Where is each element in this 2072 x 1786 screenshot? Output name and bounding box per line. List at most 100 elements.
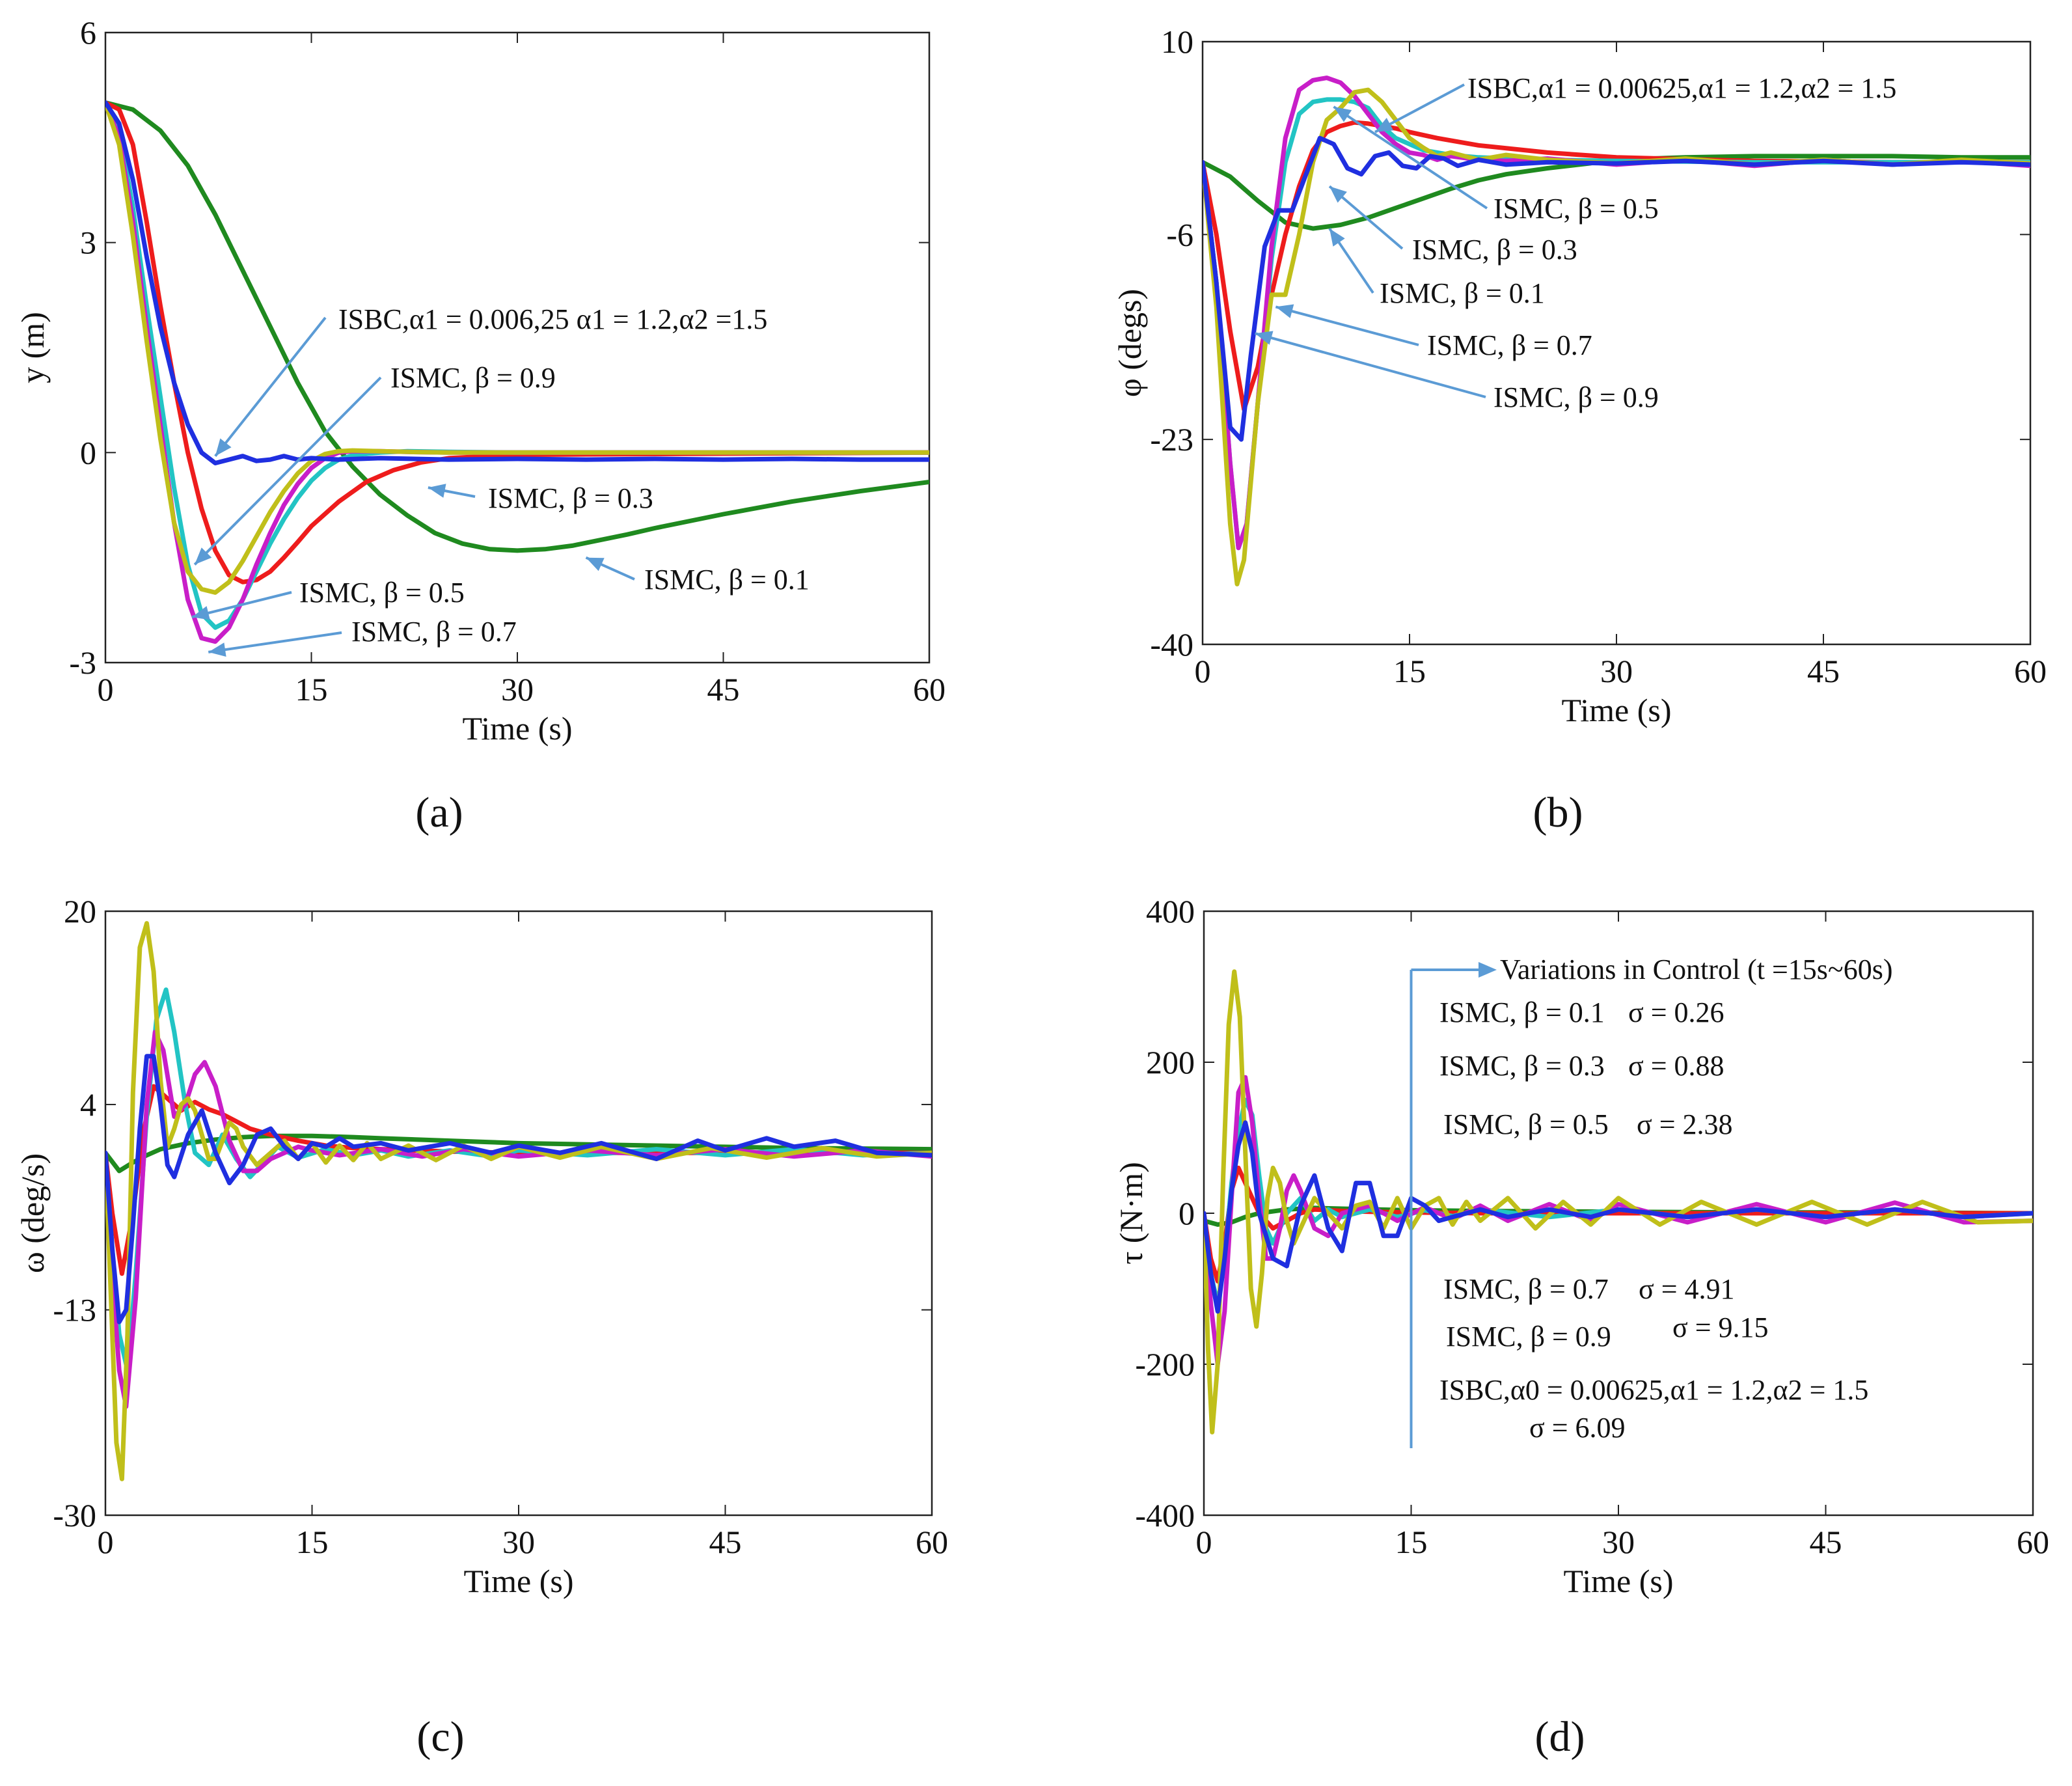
x-tick-label: 0 xyxy=(1196,1524,1212,1560)
series-group xyxy=(1204,969,2033,1435)
y-tick-label: -3 xyxy=(69,644,96,681)
annotation-arrowhead xyxy=(195,547,212,565)
y-tick-label: -400 xyxy=(1135,1497,1195,1533)
series-line-ismc-0-9 xyxy=(105,100,929,595)
series-line-ismc-0-1 xyxy=(105,100,929,553)
series-line-ismc-0-9 xyxy=(1204,969,2033,1435)
annotation-label: ISBC,α1 = 0.006,25 α1 = 1.2,α2 =1.5 xyxy=(338,303,767,335)
annotation-label: ISMC, β = 0.7 xyxy=(1427,329,1592,361)
x-tick-label: 0 xyxy=(1195,653,1211,689)
x-tick-label: 45 xyxy=(707,671,740,708)
annotation-arrowhead xyxy=(191,606,210,620)
annotation-row-label: ISMC, β = 0.9 xyxy=(1446,1321,1611,1353)
annotation-arrow xyxy=(208,631,342,653)
annotation-row-label: ISMC, β = 0.7 xyxy=(1443,1273,1609,1305)
y-tick-label: 3 xyxy=(80,225,96,261)
plot-frame xyxy=(104,910,933,1517)
annotation-arrowhead xyxy=(1375,118,1394,132)
y-axis-label: τ (N·m) xyxy=(1113,1162,1149,1265)
panel-c: 0 15 30 45 60 -30 -13 4 20 Time (s) ω (deg/s) (c) xyxy=(14,893,948,1761)
annotation-arrowhead xyxy=(215,438,232,456)
series-line-isbc xyxy=(105,1054,932,1325)
annotation-label: ISMC, β = 0.5 xyxy=(299,577,465,609)
series-group xyxy=(105,100,929,644)
annotation-arrowhead xyxy=(1329,228,1345,247)
x-tick-label: 15 xyxy=(295,671,328,708)
panel-d: 0 15 30 45 60 -400 -200 0 200 400 Time (s) τ (N·m) (… xyxy=(1113,893,2049,1761)
annotation-row-sigma: σ = 6.09 xyxy=(1529,1412,1626,1444)
x-tick-label: 45 xyxy=(1807,653,1840,689)
annotation-arrow xyxy=(193,376,382,566)
annotation-arrowhead xyxy=(428,484,446,498)
annotation-arrowhead xyxy=(208,642,226,657)
y-tick-label: -6 xyxy=(1166,216,1193,253)
annotation-row-sigma: σ = 4.91 xyxy=(1639,1273,1735,1305)
x-tick-label: 45 xyxy=(709,1524,742,1560)
x-axis-label: Time (s) xyxy=(1563,1563,1673,1599)
panel-label: (d) xyxy=(1535,1713,1585,1761)
annotation-arrow xyxy=(1275,305,1419,346)
annotation-label: ISMC, β = 0.1 xyxy=(644,564,810,596)
y-tick-label: 0 xyxy=(80,434,96,471)
panel-b: 0 15 30 45 60 -40 -23 -6 10 Time (s) φ (degs) (b) IS… xyxy=(1111,23,2047,836)
series-line-isbc xyxy=(105,100,929,465)
annotation-arrow xyxy=(214,316,327,457)
y-axis-label: y (m) xyxy=(14,312,51,383)
annotation-arrowhead xyxy=(586,557,605,571)
annotation-arrowhead xyxy=(1333,107,1352,122)
annotation-arrowhead xyxy=(1275,304,1294,318)
y-tick-label: -200 xyxy=(1135,1346,1195,1382)
annotation-row-label: ISMC, β = 0.1 xyxy=(1439,996,1605,1028)
series-line-isbc xyxy=(1204,1120,2033,1314)
x-tick-label: 30 xyxy=(502,1524,535,1560)
series-group xyxy=(105,921,932,1481)
x-tick-label: 15 xyxy=(296,1524,329,1560)
marker-arrowhead xyxy=(1479,962,1497,978)
annotation-label: ISMC, β = 0.1 xyxy=(1380,277,1545,309)
annotation-row-sigma: σ = 9.15 xyxy=(1672,1312,1769,1343)
x-axis-label: Time (s) xyxy=(463,1563,573,1599)
series-line-ismc-0-9 xyxy=(105,921,932,1481)
panel-label: (c) xyxy=(416,1713,464,1761)
y-tick-label: 10 xyxy=(1161,23,1193,60)
y-tick-label: 0 xyxy=(1179,1195,1195,1231)
y-axis-label: ω (deg/s) xyxy=(14,1153,51,1273)
y-tick-label: -23 xyxy=(1150,421,1193,458)
annotation-row-sigma: σ = 2.38 xyxy=(1637,1108,1733,1140)
series-line-ismc-0-3 xyxy=(1203,120,2030,412)
plot-frame xyxy=(1201,40,2032,646)
x-tick-label: 60 xyxy=(2017,1524,2049,1560)
x-axis-label: Time (s) xyxy=(1561,692,1671,728)
x-tick-label: 60 xyxy=(913,671,946,708)
x-tick-label: 30 xyxy=(1600,653,1633,689)
annotation-arrowhead xyxy=(1329,186,1347,203)
annotation-label: ISMC, β = 0.7 xyxy=(351,616,517,648)
annotation-row-sigma: σ = 0.88 xyxy=(1628,1050,1724,1082)
y-tick-label: -30 xyxy=(53,1497,96,1533)
annotation-label: ISMC, β = 0.9 xyxy=(1493,381,1659,413)
annotation-arrowhead xyxy=(1255,331,1274,345)
x-tick-label: 0 xyxy=(98,671,114,708)
y-tick-label: -13 xyxy=(53,1291,96,1328)
panel-label: (a) xyxy=(415,789,463,836)
annotation-row-label: ISMC, β = 0.3 xyxy=(1439,1050,1605,1082)
series-group xyxy=(1203,76,2030,586)
series-line-ismc-0-1 xyxy=(1203,154,2030,231)
y-tick-label: 20 xyxy=(64,893,96,929)
y-axis-label: φ (degs) xyxy=(1111,289,1148,397)
annotation-row-label: ISMC, β = 0.5 xyxy=(1443,1108,1609,1140)
x-tick-label: 60 xyxy=(916,1524,948,1560)
panel-label: (b) xyxy=(1533,789,1583,836)
y-tick-label: 200 xyxy=(1146,1044,1195,1080)
annotation-header: Variations in Control (t =15s~60s) xyxy=(1500,954,1892,985)
annotation-arrow xyxy=(1255,332,1486,398)
y-tick-label: 4 xyxy=(80,1086,96,1123)
x-tick-label: 30 xyxy=(501,671,534,708)
y-tick-label: 400 xyxy=(1146,893,1195,929)
annotation-arrow xyxy=(1333,105,1488,210)
annotation-label: ISMC, β = 0.5 xyxy=(1493,193,1659,225)
annotation-label: ISMC, β = 0.9 xyxy=(390,362,556,394)
x-tick-label: 0 xyxy=(98,1524,114,1560)
